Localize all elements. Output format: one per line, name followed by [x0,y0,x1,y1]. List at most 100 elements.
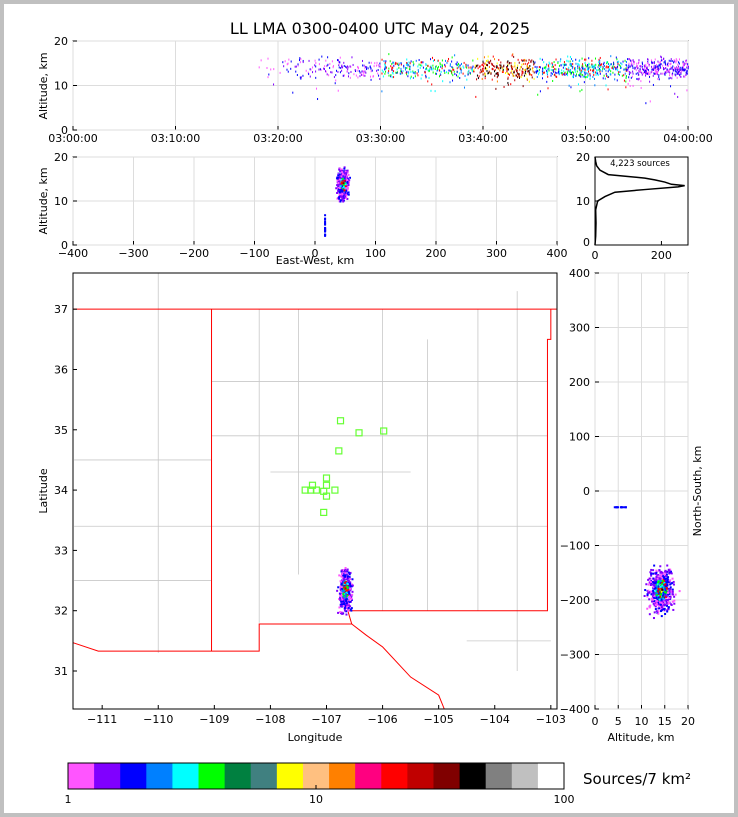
data-point [606,61,608,64]
data-point [613,61,615,64]
data-point [430,58,432,61]
data-point [314,64,316,67]
data-point [477,77,479,80]
data-point [678,590,681,593]
data-point [517,76,519,79]
data-point [339,605,342,608]
data-point [343,170,346,173]
data-point [559,60,561,63]
data-point [432,68,434,71]
data-point [490,59,492,62]
data-point [625,75,627,78]
station-marker [322,474,331,482]
data-point [452,67,454,70]
data-point [663,68,665,71]
data-point [345,589,348,592]
data-point [528,80,530,83]
data-point [324,226,327,229]
data-point [347,577,350,580]
data-point [341,573,344,576]
data-point [341,173,344,176]
data-point [570,58,572,61]
data-point [652,586,655,589]
data-point [487,64,489,67]
data-point [575,68,577,71]
x-tick-label: −108 [255,713,285,726]
data-point [664,603,667,606]
data-point [406,70,408,73]
data-point [506,61,508,64]
data-point [676,76,678,79]
data-point [674,593,677,596]
data-point [657,71,659,74]
data-point [339,200,342,203]
data-point [659,593,662,596]
data-point [327,63,329,66]
data-point [578,67,580,70]
data-point [648,598,651,601]
data-point [654,590,657,593]
y-axis-label: Latitude [37,468,50,514]
data-point [342,580,345,583]
data-point [345,600,348,603]
data-point [522,67,524,70]
data-point [561,69,563,72]
y-tick-label: 36 [54,363,68,376]
data-point [653,592,656,595]
data-point [331,60,333,63]
data-point [444,71,446,74]
data-point [357,67,359,70]
x-tick-label: 15 [658,715,672,728]
data-point [686,64,688,67]
data-point [598,68,600,71]
data-point [648,73,650,76]
data-point [674,92,676,95]
data-point [324,223,327,226]
data-point [497,67,499,70]
y-tick-label: −400 [560,703,590,716]
data-point [525,73,527,76]
data-point [673,59,675,62]
data-point [441,63,443,66]
data-point [562,63,564,66]
data-point [661,56,663,59]
data-point [657,67,659,70]
data-point [347,184,350,187]
data-point [449,69,451,72]
data-point [521,74,523,77]
data-point [388,67,390,70]
data-point [268,73,270,76]
data-point [635,72,637,75]
data-point [343,64,345,67]
data-point [362,59,364,62]
data-point [432,64,434,67]
data-point [598,67,600,70]
data-point [649,584,652,587]
data-point [675,58,677,61]
data-point [573,67,575,70]
data-point [623,74,625,77]
data-point [562,66,564,69]
colorbar-swatch [94,763,121,789]
data-point [661,584,664,587]
data-point [390,65,392,68]
data-point [655,72,657,75]
data-point [654,603,657,606]
data-point [665,573,668,576]
data-point [437,65,439,68]
data-point [460,71,462,74]
data-point [651,61,653,64]
data-point [619,70,621,73]
data-point [645,583,648,586]
data-point [519,75,521,78]
data-point [660,587,663,590]
data-point [335,187,338,190]
data-point [434,67,436,70]
data-point [660,606,663,609]
data-point [343,195,346,198]
data-point [668,597,671,600]
data-point [340,189,343,192]
data-point [587,74,589,77]
data-point [664,580,667,583]
data-point [645,67,647,70]
